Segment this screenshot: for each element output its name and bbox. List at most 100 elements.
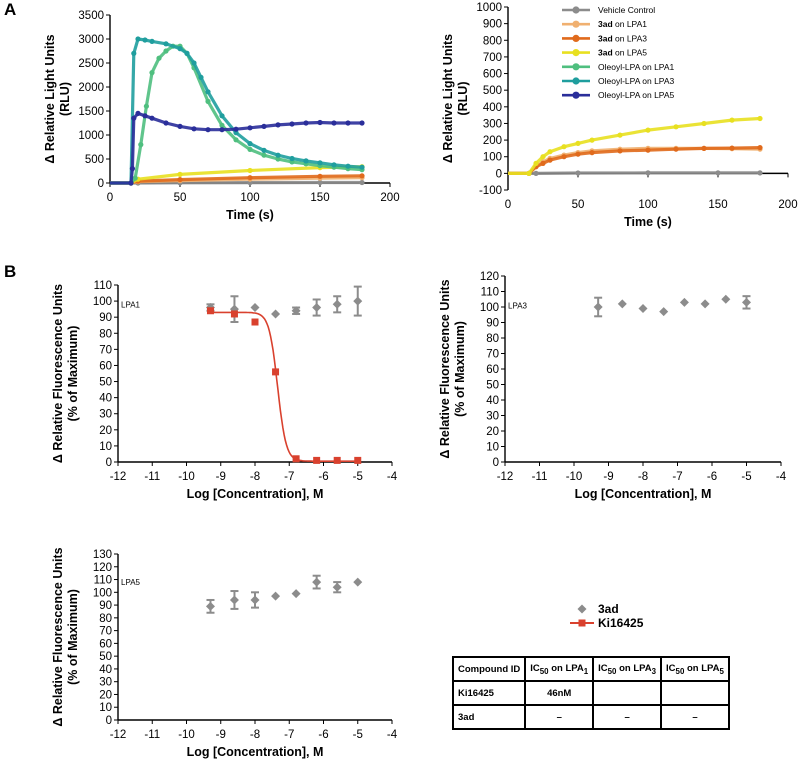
x-tick-label: -9	[216, 471, 226, 483]
y-tick-label: 0	[493, 457, 499, 469]
legend-label-bold: 3ad	[598, 33, 613, 43]
data-point	[575, 140, 581, 146]
data-point	[177, 46, 183, 52]
data-point	[271, 309, 281, 319]
legend-swatch-marker	[572, 6, 580, 14]
data-point	[561, 144, 567, 150]
x-axis-title: Time (s)	[226, 208, 274, 222]
legend-label: 3ad on LPA3	[598, 33, 647, 43]
y-tick-label: 90	[99, 600, 112, 612]
legend-label: 3ad	[598, 602, 619, 616]
x-tick-label: -11	[532, 471, 548, 483]
data-point	[251, 318, 259, 326]
x-tick-label: 150	[708, 199, 727, 211]
table-header-row: Compound ID IC50 on LPA1 IC50 on LPA3 IC…	[451, 656, 730, 682]
y-tick-label: 800	[483, 35, 502, 47]
y-tick-label: 200	[483, 135, 502, 147]
data-point	[205, 127, 211, 133]
data-point	[561, 154, 567, 160]
data-point	[149, 115, 155, 121]
table-header-subscript: 50	[539, 666, 549, 676]
data-point	[359, 164, 365, 170]
data-point	[191, 126, 197, 132]
legend-label: Vehicle Control	[598, 5, 655, 15]
data-point	[345, 120, 351, 126]
legend-swatch-marker	[572, 20, 580, 28]
data-point	[163, 48, 169, 54]
x-tick-label: -4	[776, 471, 787, 483]
table-header-subscript: 5	[719, 666, 724, 676]
table-cell	[660, 680, 730, 706]
data-point	[184, 50, 190, 57]
legend-label: 3ad on LPA1	[598, 19, 647, 29]
legend-item: Vehicle Control	[562, 5, 655, 15]
y-tick-label: 40	[486, 395, 499, 407]
data-point	[331, 162, 337, 168]
data-point	[219, 122, 225, 128]
y-tick-label: 500	[85, 154, 104, 166]
series-3ad	[205, 285, 363, 324]
data-point	[617, 299, 627, 309]
y-tick-label: 700	[483, 52, 502, 64]
y-tick-label: 40	[99, 393, 112, 405]
data-point	[149, 70, 155, 76]
y-axis-title: Δ Relative Fluorescence Units	[51, 547, 65, 726]
data-point	[701, 120, 707, 127]
table-header-subscript: 1	[583, 666, 589, 676]
legend-swatch-marker	[572, 34, 580, 43]
y-tick-label: 500	[483, 85, 502, 97]
x-tick-label: -7	[284, 729, 294, 741]
y-tick-label: 50	[486, 380, 499, 392]
legend-item: Oleoyl-LPA on LPA3	[562, 76, 675, 86]
y-tick-label: 3500	[78, 10, 104, 22]
legend-label: Oleoyl-LPA on LPA3	[598, 76, 675, 86]
data-point	[129, 166, 135, 172]
legend-label: Oleoyl-LPA on LPA5	[598, 90, 675, 100]
legend-label: 3ad on LPA5	[598, 48, 647, 58]
series-3ad	[205, 574, 363, 614]
legend-label: Oleoyl-LPA on LPA1	[598, 62, 675, 72]
data-point	[149, 38, 155, 45]
y-axis-title: Δ Relative Light Units	[43, 34, 57, 163]
y-tick-label: 100	[480, 302, 499, 314]
y-tick-label: 1000	[78, 130, 104, 142]
x-tick-label: -8	[638, 471, 648, 483]
data-point	[729, 117, 735, 123]
y-tick-label: 60	[99, 638, 112, 650]
chart-dose-response-lpa3: 0 10 20 30 40 50 60 70 80 90 100 110 120 -12 -11 -10 -9 -…	[438, 271, 787, 501]
data-point	[742, 297, 751, 307]
data-point	[312, 577, 322, 587]
x-tick-label: 200	[778, 199, 797, 211]
data-point	[135, 110, 141, 116]
x-tick-label: -11	[144, 729, 160, 741]
y-tick-label: 1500	[78, 106, 104, 118]
y-axis-title: Δ Relative Fluorescence Units	[51, 284, 65, 463]
series-vehicle-control	[508, 170, 763, 176]
data-point	[289, 121, 295, 127]
data-point	[156, 55, 162, 61]
table-cell: –	[660, 704, 730, 730]
data-point	[317, 173, 323, 179]
data-point	[233, 137, 239, 143]
x-tick-label: -9	[603, 471, 613, 483]
y-tick-label: 130	[93, 549, 112, 561]
table-header-subscript: 3	[651, 666, 657, 676]
y-tick-label: 3000	[78, 34, 104, 46]
table-header-subscript: 50	[607, 666, 617, 676]
data-point	[143, 103, 149, 109]
panel-inner-label: LPA3	[508, 301, 528, 310]
legend-item: Oleoyl-LPA on LPA5	[562, 90, 675, 100]
data-point	[757, 145, 763, 151]
data-point	[233, 126, 239, 132]
data-point	[715, 170, 721, 176]
y-tick-label: 60	[486, 364, 499, 376]
y-tick-label: 30	[99, 409, 112, 421]
table-header-subscript: 50	[675, 666, 685, 676]
legend-label-text: on LPA3	[613, 33, 648, 43]
legend-label-text: on LPA5	[613, 48, 648, 58]
y-axis-title-line2: (% of Maximum)	[66, 589, 80, 685]
data-point	[275, 156, 281, 162]
